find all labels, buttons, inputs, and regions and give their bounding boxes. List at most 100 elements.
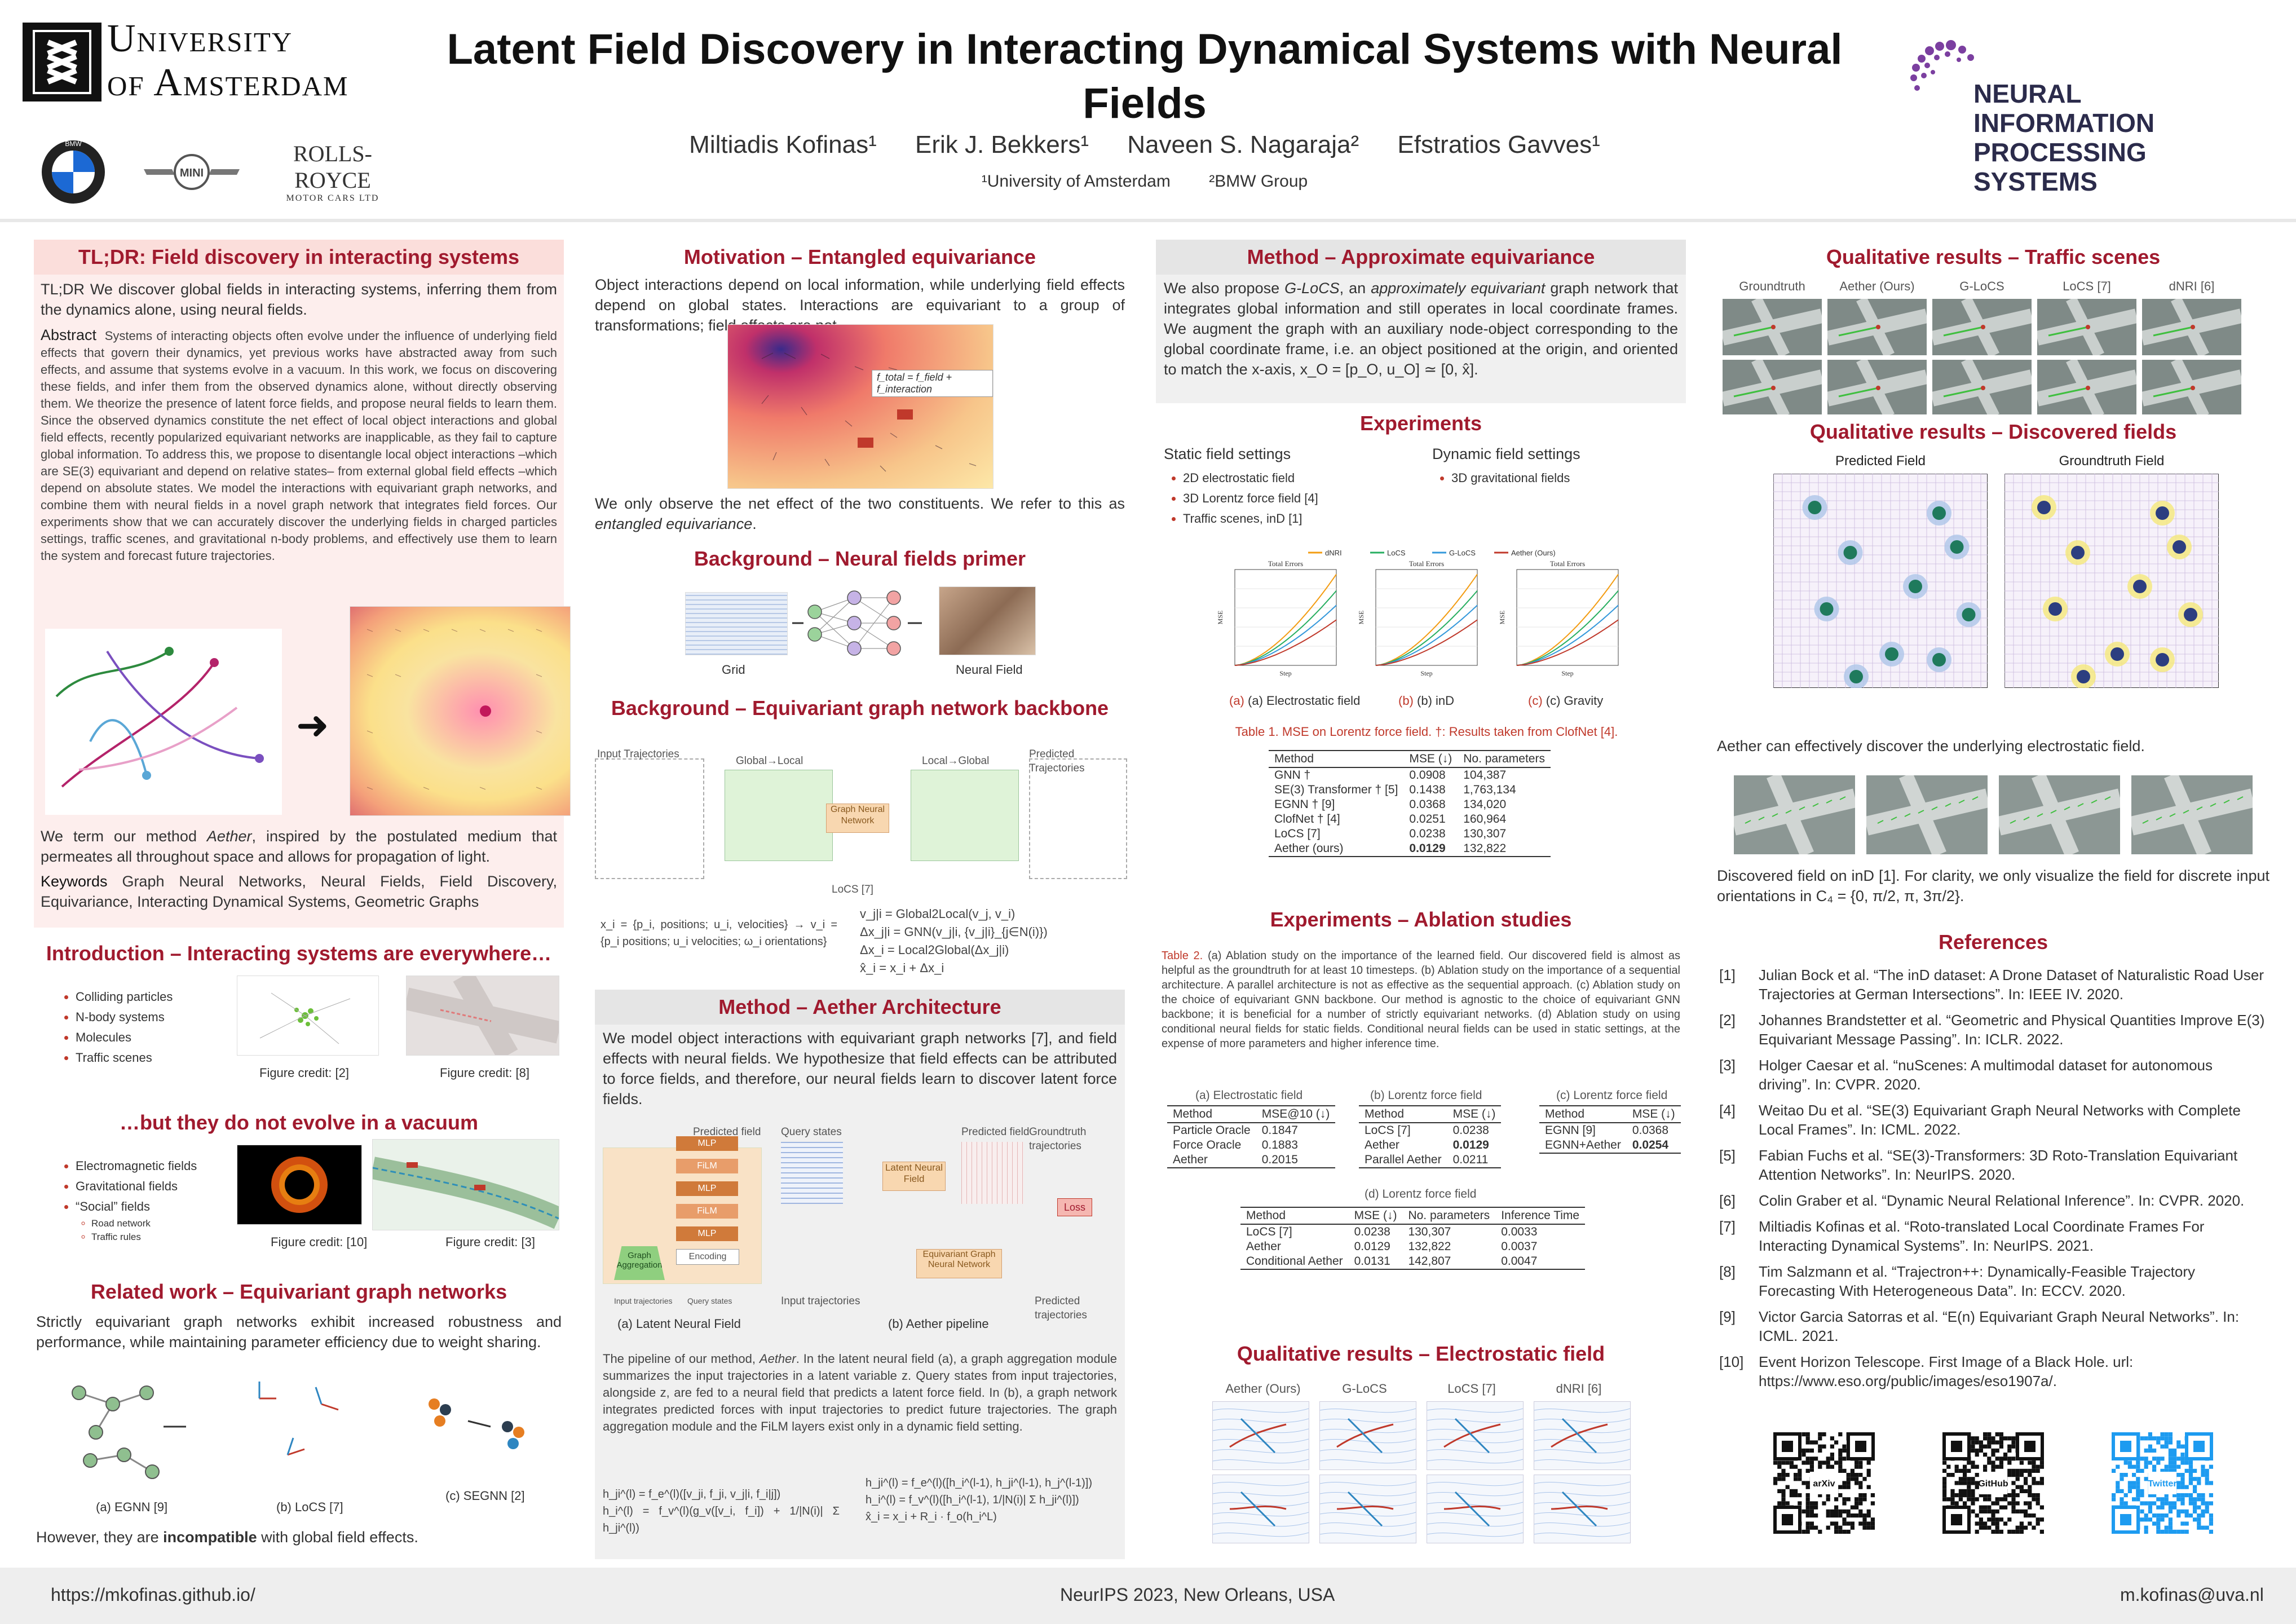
reference-item: [7] Miltiadis Kofinas et al. “Roto-transl…	[1719, 1218, 2205, 1254]
legend-label: LoCS	[1387, 549, 1406, 557]
arxiv-qr-code[interactable]: arXiv	[1773, 1432, 1875, 1534]
electrostatic-result-image	[1212, 1401, 1309, 1470]
twitter-qr-code[interactable]: Twitter	[2112, 1432, 2213, 1534]
plot-ylabel: MSE	[1498, 611, 1506, 625]
ind-field-image	[2129, 772, 2255, 858]
locs-figure	[237, 1370, 372, 1483]
figure-credit: Figure credit: [8]	[440, 1066, 529, 1080]
intro-list: Colliding particles N-body systems Molec…	[56, 987, 173, 1068]
approx-text: We also propose G-LoCS, an approximately…	[1164, 280, 1678, 378]
traffic-result-image	[1826, 296, 1928, 358]
electrostatic-result-image	[1534, 1401, 1631, 1470]
reference-item: [3] Holger Caesar et al. “nuScenes: A mul…	[1719, 1057, 2213, 1093]
header-divider	[0, 219, 2296, 222]
traffic-scene-image	[404, 970, 562, 1061]
ind-field-image	[1864, 772, 1990, 858]
particles-image	[237, 976, 379, 1056]
traffic-result-image	[2140, 296, 2243, 358]
bmw-logo: BMW	[34, 133, 113, 211]
table-row: GNN † 0.0908 104,387	[1274, 769, 1507, 782]
aether-naming: We term our method Aether, inspired by t…	[41, 828, 557, 865]
charge-marker	[2077, 670, 2090, 683]
table1: Method MSE (↓) No. parameters GNN † 0.0908 1…	[1269, 750, 1551, 857]
latent-neural-field-diagram: Predicted field MLP FiLM MLP FiLM MLP En…	[603, 1125, 772, 1311]
egn-equation-left: x_i = {p_i, positions; u_i, velocities} …	[601, 919, 837, 948]
force-equation: f_total = f_field + f_interaction	[872, 370, 993, 397]
svg-text:BMW: BMW	[65, 140, 82, 148]
neural-field-image	[939, 586, 1036, 655]
experiments-section: Experiments Static field settings 2D ele…	[1156, 406, 1686, 914]
affiliations: ¹University of Amsterdam ²BMW Group	[981, 172, 1308, 191]
author: Efstratios Gavves¹	[1397, 131, 1600, 158]
table-row: Aether (ours) 0.0129 132,822	[1269, 841, 1551, 857]
static-list: 2D electrostatic field 3D Lorentz force …	[1164, 468, 1318, 529]
poster-title: Latent Field Discovery in Interacting Dy…	[447, 25, 1843, 127]
intro-section: Introduction – Interacting systems are e…	[34, 936, 564, 1105]
list-item: N-body systems	[76, 1007, 173, 1027]
trajectories-figure	[45, 629, 282, 815]
reference-item: [10] Event Horizon Telescope. First Image…	[1719, 1353, 2134, 1389]
motivation-bottom-text: We only observe the net effect of the tw…	[595, 495, 1125, 532]
ablation-section: Experiments – Ablation studies Table 2. …	[1156, 902, 1686, 1331]
series-line	[1234, 604, 1337, 666]
homepage-link[interactable]: https://mkofinas.github.io/	[51, 1585, 255, 1605]
figure-caption: (c) (c) Gravity	[1528, 694, 1604, 708]
neurips-logo: NEURAL INFORMATION PROCESSING SYSTEMS	[1906, 34, 2267, 196]
tldr-text: TL;DR We discover global fields in inter…	[41, 281, 557, 318]
series-line	[1375, 619, 1478, 666]
section-title: Experiments – Ablation studies	[1270, 908, 1572, 931]
email-link[interactable]: m.kofinas@uva.nl	[2120, 1585, 2264, 1605]
black-hole-image	[237, 1145, 362, 1225]
electrostatic-result-image	[1427, 1401, 1524, 1470]
table-row: LoCS [7] 0.0238 130,307 0.0033	[1246, 1225, 1538, 1238]
table-caption: (c) Lorentz force field	[1556, 1089, 1668, 1102]
qual-traffic-section: Qualitative results – Traffic scenes Gro…	[1717, 240, 2269, 419]
local-global-box	[911, 770, 1019, 861]
particle-marker	[858, 438, 873, 448]
related-bottom-text: However, they are incompatible with glob…	[36, 1529, 418, 1546]
charge-marker	[1950, 540, 1964, 554]
qr-label: arXiv	[1813, 1479, 1835, 1489]
rolls-royce-logo: ROLLS-ROYCE MOTOR CARS LTD	[286, 141, 379, 203]
traffic-result-image	[1826, 357, 1928, 419]
static-head: Static field settings	[1164, 445, 1291, 462]
arch-equations-right: h_ji^(l) = f_e^(l)([h_i^(l-1), h_ji^(l-1…	[866, 1477, 1092, 1523]
entangled-field-figure: f_total = f_field + f_interaction	[727, 324, 994, 489]
traffic-result-image	[1931, 296, 2033, 358]
traffic-result-image	[1931, 357, 2033, 419]
arch-equations-left: h_ji^(l) = f_e^(l)([v_ji, f_ji, v_j|i, f…	[603, 1488, 840, 1534]
qual-electrostatic-section: Qualitative results – Electrostatic fiel…	[1156, 1336, 1686, 1556]
mse-subplot: Total Errors Step MSE	[1498, 559, 1619, 677]
section-title: TL;DR: Field discovery in interacting sy…	[34, 240, 564, 275]
section-title: Method – Approximate equivariance	[1156, 240, 1686, 275]
ablation-caption: Table 2. (a) Ablation study on the impor…	[1162, 950, 1680, 1050]
author: Erik J. Bekkers¹	[915, 131, 1089, 158]
poster-footer: https://mkofinas.github.io/ NeurIPS 2023…	[0, 1568, 2296, 1624]
list-item: Molecules	[76, 1027, 173, 1048]
section-title: Qualitative results – Traffic scenes	[1826, 245, 2161, 268]
list-item: 3D gravitational fields	[1451, 468, 1570, 488]
groundtruth-field-plot	[2004, 474, 2219, 688]
section-title: Method – Aether Architecture	[595, 990, 1125, 1025]
figure-caption: (a) Latent Neural Field	[617, 1317, 741, 1331]
sponsor-logos: BMW MINI ROLLS-ROYCE MOTOR CARS LTD	[23, 133, 406, 211]
charge-marker	[2133, 580, 2147, 593]
legend-label: dNRI	[1325, 549, 1342, 557]
table-ablation-b: Method MSE (↓) LoCS [7] 0.0238 Aether 0.012…	[1359, 1105, 1502, 1168]
ind-field-image	[1997, 772, 2122, 858]
github-qr-code[interactable]: GitHub	[1942, 1432, 2044, 1534]
table-ablation-a: Method MSE@10 (↓) Particle Oracle 0.1847 F…	[1167, 1105, 1336, 1168]
table-caption: (d) Lorentz force field	[1365, 1188, 1477, 1201]
aether-pipeline-diagram: Query states Latent Neural Field Predict…	[781, 1125, 1119, 1321]
electrostatic-result-image	[1427, 1475, 1524, 1543]
mini-logo: MINI	[141, 133, 242, 211]
traffic-result-image	[2036, 357, 2138, 419]
predicted-field-plot	[1773, 474, 1988, 688]
list-item: Traffic scenes, inD [1]	[1183, 509, 1318, 529]
figure-caption: (c) SEGNN [2]	[445, 1489, 525, 1503]
vacuum-list: Electromagnetic fields Gravitational fie…	[56, 1156, 197, 1244]
charge-marker	[1962, 608, 1976, 621]
reference-list: [1] Julian Bock et al. “The inD dataset: …	[1717, 960, 2269, 1403]
charge-marker	[1932, 653, 1946, 667]
section-title: Motivation – Entangled equivariance	[683, 245, 1036, 268]
